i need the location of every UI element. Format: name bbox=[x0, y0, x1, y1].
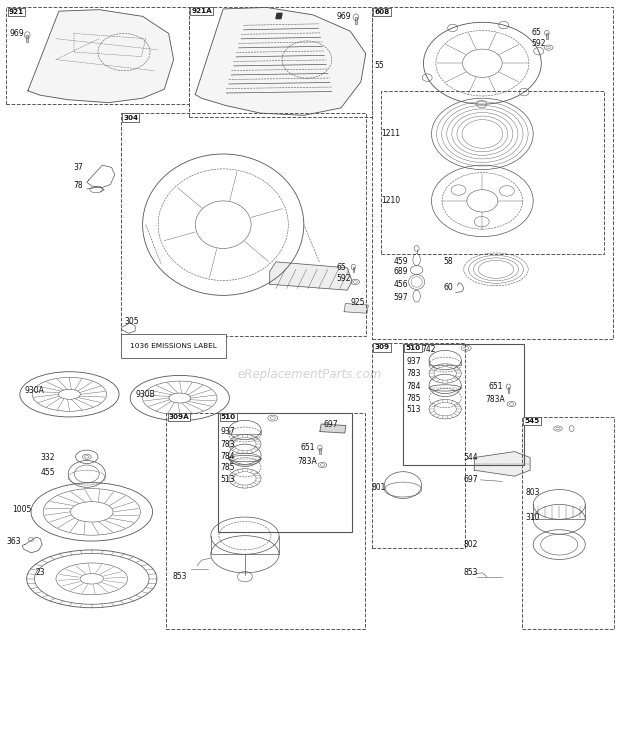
Bar bbox=[218, 413, 352, 532]
Text: 65: 65 bbox=[337, 263, 347, 272]
Text: 801: 801 bbox=[372, 483, 386, 492]
Bar bbox=[26, 35, 29, 42]
Text: 803: 803 bbox=[526, 488, 540, 497]
Bar bbox=[121, 113, 366, 336]
Text: 853: 853 bbox=[464, 568, 478, 577]
Text: 513: 513 bbox=[220, 475, 234, 484]
Text: 592: 592 bbox=[337, 274, 351, 283]
Text: 78: 78 bbox=[73, 182, 83, 190]
Text: 697: 697 bbox=[464, 475, 479, 484]
Text: 921: 921 bbox=[9, 9, 24, 15]
Text: 930B: 930B bbox=[135, 390, 155, 399]
Text: 58: 58 bbox=[443, 257, 453, 266]
Text: 783A: 783A bbox=[485, 395, 505, 404]
Polygon shape bbox=[320, 424, 346, 433]
Text: 784: 784 bbox=[406, 382, 420, 391]
Text: 455: 455 bbox=[40, 468, 55, 477]
Text: 304: 304 bbox=[123, 115, 138, 121]
Text: 309A: 309A bbox=[169, 414, 189, 420]
Polygon shape bbox=[276, 13, 282, 19]
Text: 1036 EMISSIONS LABEL: 1036 EMISSIONS LABEL bbox=[130, 343, 217, 349]
Text: 925: 925 bbox=[351, 298, 365, 307]
Text: 363: 363 bbox=[6, 537, 21, 546]
Text: 651: 651 bbox=[301, 443, 315, 452]
Bar bbox=[522, 417, 614, 629]
Text: 742: 742 bbox=[422, 345, 436, 354]
Bar bbox=[353, 267, 354, 272]
Text: 651: 651 bbox=[489, 382, 503, 391]
Text: 332: 332 bbox=[40, 453, 55, 462]
Text: 783: 783 bbox=[406, 369, 420, 378]
Text: 544: 544 bbox=[464, 453, 479, 462]
Polygon shape bbox=[344, 304, 368, 313]
Bar bbox=[508, 387, 509, 393]
Text: 1211: 1211 bbox=[381, 129, 401, 138]
Bar bbox=[546, 33, 547, 39]
Bar bbox=[381, 91, 604, 254]
Text: 55: 55 bbox=[374, 61, 384, 70]
Text: 309: 309 bbox=[374, 344, 389, 350]
Text: 969: 969 bbox=[336, 12, 351, 21]
Text: 23: 23 bbox=[36, 568, 46, 577]
Text: 608: 608 bbox=[374, 9, 390, 15]
Text: 65: 65 bbox=[531, 28, 541, 37]
Text: 785: 785 bbox=[406, 394, 420, 403]
Bar bbox=[372, 7, 613, 339]
Polygon shape bbox=[474, 452, 530, 476]
Text: 597: 597 bbox=[394, 293, 409, 302]
Text: 921A: 921A bbox=[192, 8, 212, 14]
Text: 513: 513 bbox=[406, 405, 420, 414]
Text: 459: 459 bbox=[394, 257, 409, 266]
Polygon shape bbox=[270, 262, 352, 290]
Text: 37: 37 bbox=[73, 163, 83, 172]
Text: 1210: 1210 bbox=[381, 196, 401, 205]
Polygon shape bbox=[195, 7, 366, 115]
Bar bbox=[355, 17, 357, 24]
Text: 930A: 930A bbox=[25, 386, 45, 395]
Bar bbox=[319, 448, 321, 454]
Text: 510: 510 bbox=[405, 345, 420, 351]
Polygon shape bbox=[28, 10, 174, 103]
Text: 1005: 1005 bbox=[12, 505, 32, 514]
Bar bbox=[189, 7, 372, 117]
Bar bbox=[403, 344, 524, 465]
Text: 545: 545 bbox=[525, 418, 540, 424]
Text: 802: 802 bbox=[464, 540, 478, 549]
Bar bbox=[166, 413, 365, 629]
Text: eReplacementParts.com: eReplacementParts.com bbox=[238, 368, 382, 381]
Text: 697: 697 bbox=[324, 420, 339, 429]
Bar bbox=[6, 7, 189, 104]
Text: 784: 784 bbox=[220, 452, 234, 461]
Text: 853: 853 bbox=[172, 572, 187, 581]
Text: 60: 60 bbox=[443, 283, 453, 292]
Text: 310: 310 bbox=[526, 513, 540, 522]
Text: 689: 689 bbox=[394, 267, 408, 276]
Text: 783: 783 bbox=[220, 440, 234, 449]
Text: 305: 305 bbox=[124, 317, 139, 326]
Text: 456: 456 bbox=[394, 280, 409, 289]
Text: 937: 937 bbox=[220, 427, 235, 436]
Text: 742: 742 bbox=[220, 414, 234, 423]
Text: 785: 785 bbox=[220, 463, 234, 472]
Text: 937: 937 bbox=[406, 357, 421, 366]
Text: 592: 592 bbox=[531, 39, 546, 48]
Text: 969: 969 bbox=[10, 29, 25, 38]
Text: 783A: 783A bbox=[297, 457, 317, 466]
Bar bbox=[372, 343, 465, 548]
Text: 510: 510 bbox=[221, 414, 236, 420]
